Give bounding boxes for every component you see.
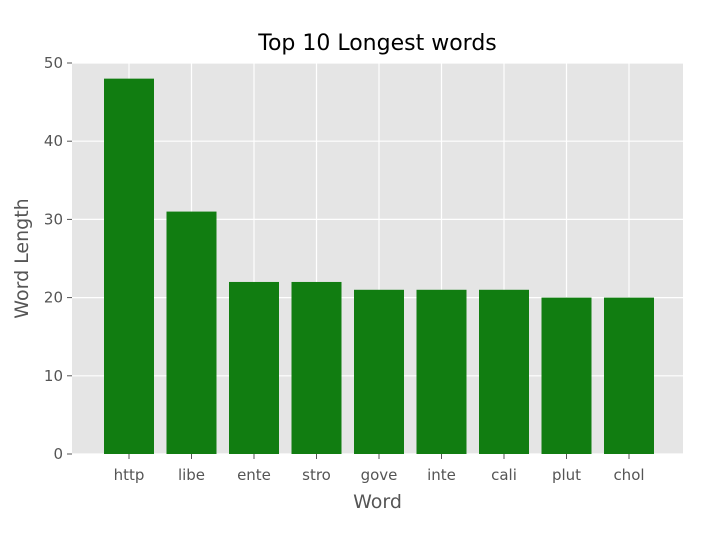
bar-chol <box>604 297 654 454</box>
bar-plut <box>541 297 592 454</box>
bar-gove <box>354 289 404 454</box>
y-tick-label: 10 <box>44 367 63 385</box>
y-tick-label: 40 <box>44 132 63 150</box>
x-tick-label: stro <box>302 466 331 484</box>
chart-title: Top 10 Longest words <box>257 31 497 56</box>
bar-stro <box>291 281 342 454</box>
bar-http <box>104 78 154 454</box>
y-tick-label: 30 <box>44 210 63 228</box>
x-tick-label: gove <box>361 466 398 484</box>
x-axis-label: Word <box>353 491 402 513</box>
x-axis-ticks: http libe ente stro gove inte cali plut chol <box>114 454 645 484</box>
y-axis-ticks: 0 10 20 30 40 50 <box>44 54 72 463</box>
y-axis-label: Word Length <box>11 198 33 318</box>
x-tick-label: cali <box>491 466 517 484</box>
x-tick-label: ente <box>237 466 271 484</box>
bar-libe <box>166 211 217 454</box>
bar-cali <box>479 289 529 454</box>
x-tick-label: inte <box>427 466 456 484</box>
x-tick-label: libe <box>178 466 205 484</box>
x-tick-label: chol <box>613 466 644 484</box>
y-tick-label: 50 <box>44 54 63 72</box>
y-tick-label: 0 <box>53 445 63 463</box>
bar-ente <box>229 281 279 454</box>
x-tick-label: http <box>114 466 145 484</box>
bar-inte <box>416 289 467 454</box>
bars <box>104 78 654 454</box>
y-tick-label: 20 <box>44 289 63 307</box>
x-tick-label: plut <box>552 466 581 484</box>
